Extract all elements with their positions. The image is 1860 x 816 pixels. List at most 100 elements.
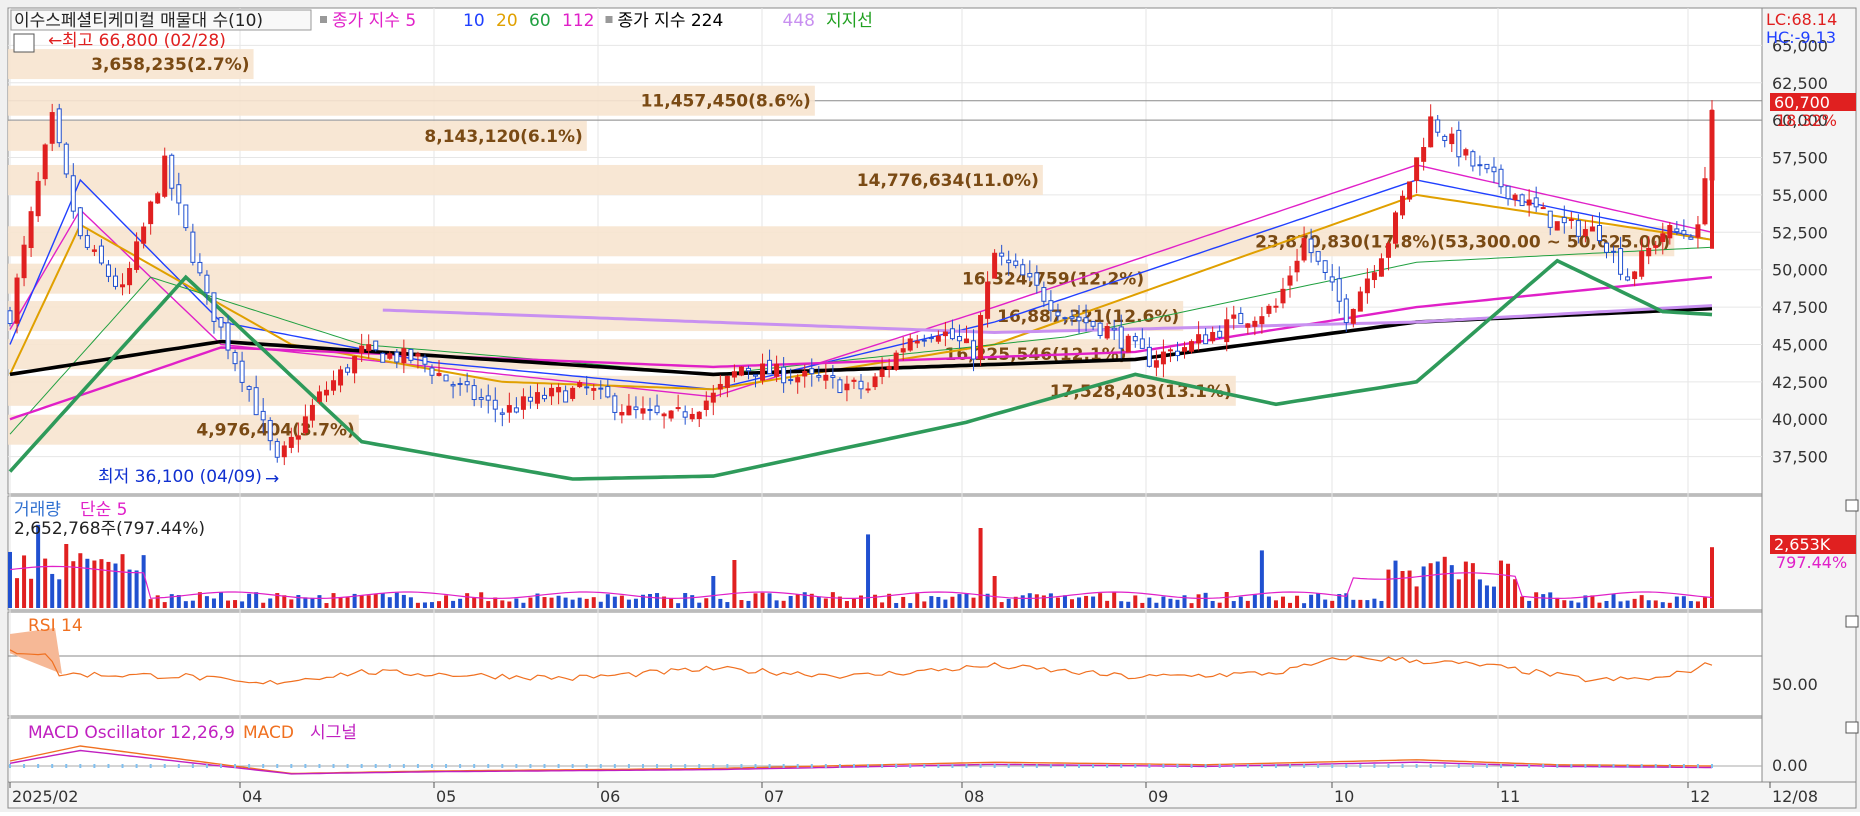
rsi-panel[interactable] — [7, 611, 1763, 717]
volume-bar-145 — [1027, 593, 1032, 608]
candle-body-77 — [549, 387, 555, 397]
macd-osc-bar-78 — [557, 764, 560, 768]
volume-bar-168 — [1189, 603, 1194, 608]
volume-bar-222 — [1569, 600, 1574, 608]
volume-bar-214 — [1513, 579, 1518, 608]
rsi-close-button[interactable] — [1845, 615, 1859, 628]
volume-bar-3 — [29, 578, 34, 608]
volume-bar-227 — [1604, 600, 1609, 608]
volume-bar-161 — [1140, 602, 1145, 608]
candle-body-101 — [717, 383, 723, 390]
volume-bar-191 — [1351, 599, 1356, 608]
candle-body-53 — [380, 352, 386, 363]
candle-body-178 — [1259, 316, 1265, 325]
macd-close-button[interactable] — [1845, 721, 1859, 734]
candle-body-217 — [1533, 197, 1539, 208]
candle-body-147 — [1041, 287, 1047, 302]
candle-body-17 — [127, 268, 133, 286]
volume-bar-181 — [1280, 596, 1285, 608]
volume-bar-190 — [1344, 593, 1349, 608]
legend-item-4: 112 — [562, 11, 594, 31]
volume-bar-73 — [521, 602, 526, 608]
macd-osc-bar-108 — [768, 764, 771, 768]
candle-body-232 — [1639, 251, 1645, 277]
candle-body-201 — [1421, 147, 1427, 162]
volume-panel[interactable] — [7, 495, 1763, 611]
candle-body-132 — [935, 335, 941, 342]
volume-bar-49 — [352, 593, 357, 608]
legend-item-6: 448 — [783, 11, 815, 31]
macd-osc-bar-2 — [23, 764, 26, 768]
volume-profile-label-4: 23,870,830(17.8%)(53,300.00 ~ 50,625.00) — [1255, 232, 1670, 252]
candle-body-170 — [1203, 334, 1209, 345]
volume-bar-213 — [1506, 563, 1511, 608]
volume-last: 2,653K — [1774, 535, 1831, 554]
macd-osc-bar-210 — [1485, 764, 1488, 768]
volume-bar-124 — [880, 602, 885, 608]
volume-bar-186 — [1316, 592, 1321, 608]
candle-body-173 — [1224, 319, 1230, 343]
candle-body-78 — [556, 387, 562, 393]
macd-osc-bar-156 — [1106, 764, 1109, 768]
volume-bar-84 — [598, 601, 603, 608]
candle-body-183 — [1294, 260, 1300, 273]
volume-bar-129 — [915, 593, 920, 608]
candle-body-221 — [1561, 216, 1567, 224]
candle-body-23 — [169, 154, 175, 189]
candle-body-70 — [499, 412, 505, 415]
volume-bar-180 — [1273, 600, 1278, 608]
volume-bar-234 — [1653, 600, 1658, 608]
candle-body-99 — [703, 400, 709, 410]
candle-body-11 — [84, 235, 90, 248]
volume-bar-151 — [1069, 599, 1074, 608]
volume-bar-209 — [1477, 579, 1482, 608]
volume-bar-34 — [247, 593, 252, 608]
macd-osc-bar-42 — [304, 764, 307, 768]
macd-panel[interactable] — [7, 717, 1763, 783]
volume-bar-207 — [1463, 561, 1468, 608]
macd-title3: 시그널 — [310, 723, 357, 743]
volume-bar-29 — [211, 598, 216, 608]
candle-body-195 — [1378, 258, 1384, 277]
volume-bar-150 — [1062, 595, 1067, 608]
legend-item-3: 60 — [529, 11, 551, 31]
candle-body-154 — [1090, 321, 1096, 327]
macd-osc-bar-148 — [1049, 764, 1052, 768]
candle-body-127 — [900, 348, 906, 353]
volume-bar-76 — [542, 597, 547, 608]
volume-bar-146 — [1034, 594, 1039, 608]
candle-body-104 — [738, 366, 744, 376]
candle-body-123 — [872, 376, 878, 388]
candle-body-204 — [1442, 135, 1448, 141]
volume-bar-240 — [1695, 601, 1700, 608]
volume-bar-66 — [472, 597, 477, 608]
volume-bar-74 — [528, 597, 533, 608]
volume-close-button[interactable] — [1845, 499, 1859, 512]
volume-bar-233 — [1646, 600, 1651, 608]
candle-body-188 — [1329, 276, 1335, 283]
volume-bar-27 — [197, 592, 202, 608]
volume-bar-148 — [1048, 593, 1053, 608]
volume-bar-194 — [1372, 598, 1377, 608]
volume-bar-147 — [1041, 595, 1046, 608]
candle-body-119 — [844, 383, 850, 391]
volume-bar-100 — [711, 576, 716, 608]
macd-osc-bar-76 — [543, 764, 546, 768]
volume-bar-193 — [1365, 600, 1370, 608]
grid-toggle-icon[interactable] — [13, 33, 35, 53]
volume-bar-40 — [289, 599, 294, 608]
volume-bar-55 — [394, 592, 399, 608]
y-tick-1: 62,500 — [1772, 74, 1828, 93]
candle-body-3 — [28, 211, 34, 248]
volume-bar-153 — [1084, 595, 1089, 608]
volume-bar-19 — [141, 555, 146, 608]
candle-body-37 — [267, 420, 273, 442]
macd-osc-bar-136 — [965, 764, 968, 768]
title-box[interactable] — [10, 9, 312, 31]
macd-osc-bar-216 — [1528, 764, 1531, 768]
macd-osc-bar-176 — [1246, 764, 1249, 768]
candle-body-158 — [1118, 326, 1124, 349]
candle-body-80 — [570, 387, 576, 399]
macd-osc-bar-128 — [909, 764, 912, 768]
